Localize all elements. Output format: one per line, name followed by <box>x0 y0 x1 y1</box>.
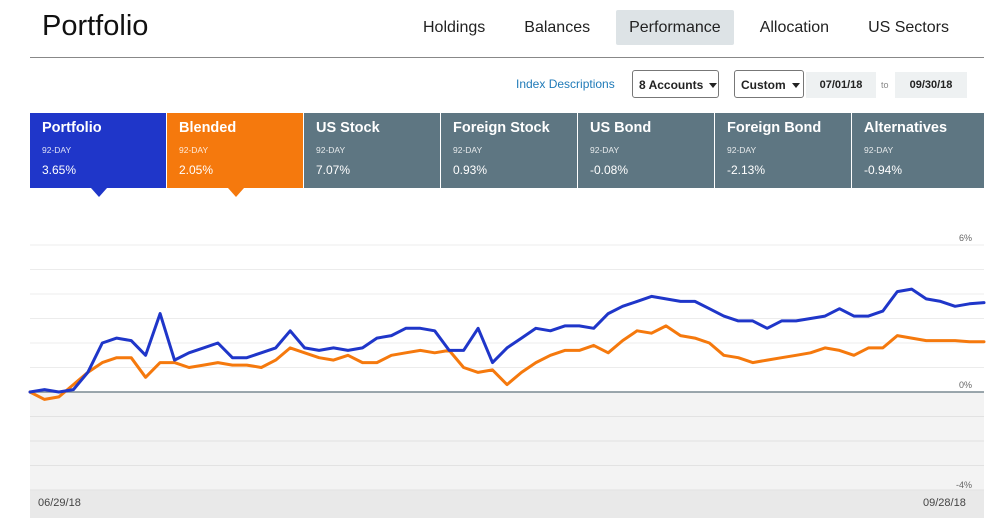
toolbar: Index Descriptions 8 Accounts Custom 07/… <box>0 70 1002 100</box>
negative-area <box>30 392 984 490</box>
card-value: 3.65% <box>42 163 77 177</box>
card-value: 7.07% <box>316 163 351 177</box>
tab-holdings[interactable]: Holdings <box>423 19 486 36</box>
card-name: Foreign Bond <box>727 120 822 136</box>
accounts-select[interactable]: 8 Accounts <box>632 70 719 98</box>
series-line-blended <box>28 324 986 401</box>
chevron-down-icon <box>709 83 718 89</box>
card-value: 0.93% <box>453 163 488 177</box>
card-name: US Stock <box>316 120 380 136</box>
index-descriptions-link[interactable]: Index Descriptions <box>516 77 615 91</box>
x-axis-strip <box>30 490 984 518</box>
card-foreign-stock[interactable]: Foreign Stock 92-DAY 0.93% <box>441 113 577 188</box>
card-name: Foreign Stock <box>453 120 550 136</box>
card-period: 92-DAY <box>316 145 346 155</box>
performance-cards: Portfolio 92-DAY 3.65% Blended 92-DAY 2.… <box>30 113 984 197</box>
card-foreign-bond[interactable]: Foreign Bond 92-DAY -2.13% <box>715 113 851 188</box>
card-period: 92-DAY <box>727 145 757 155</box>
card-period: 92-DAY <box>453 145 483 155</box>
tab-performance[interactable]: Performance <box>616 10 734 45</box>
x-end-label: 09/28/18 <box>923 497 966 509</box>
card-period: 92-DAY <box>590 145 620 155</box>
selected-pointer <box>228 188 244 197</box>
card-value: 2.05% <box>179 163 214 177</box>
tab-allocation[interactable]: Allocation <box>759 19 830 36</box>
card-blended[interactable]: Blended 92-DAY 2.05% <box>167 113 303 197</box>
card-us-bond[interactable]: US Bond 92-DAY -0.08% <box>578 113 714 188</box>
tab-balances[interactable]: Balances <box>524 19 591 36</box>
card-name: Blended <box>179 120 237 136</box>
page-title: Portfolio <box>42 10 149 42</box>
selected-pointer <box>91 188 107 197</box>
y-tick-label: -4% <box>956 480 972 490</box>
card-name: Alternatives <box>864 120 948 136</box>
card-us-stock[interactable]: US Stock 92-DAY 7.07% <box>304 113 440 188</box>
x-start-label: 06/29/18 <box>38 497 81 509</box>
start-date-field[interactable]: 07/01/18 <box>806 72 876 98</box>
card-name: Portfolio <box>42 120 102 136</box>
accounts-select-label: 8 Accounts <box>639 78 704 92</box>
card-value: -2.13% <box>727 163 766 177</box>
card-value: -0.94% <box>864 163 903 177</box>
y-tick-label: 6% <box>959 233 972 243</box>
header-divider <box>30 57 984 58</box>
range-select[interactable]: Custom <box>734 70 804 98</box>
y-tick-label: 0% <box>959 380 972 390</box>
card-name: US Bond <box>590 120 652 136</box>
card-value: -0.08% <box>590 163 629 177</box>
tab-us-sectors[interactable]: US Sectors <box>868 19 949 36</box>
end-date-field[interactable]: 09/30/18 <box>895 72 967 98</box>
range-select-label: Custom <box>741 78 786 92</box>
series-line-portfolio <box>28 287 986 394</box>
chevron-down-icon <box>791 83 800 89</box>
card-period: 92-DAY <box>42 145 72 155</box>
card-period: 92-DAY <box>179 145 209 155</box>
card-alternatives[interactable]: Alternatives 92-DAY -0.94% <box>852 113 984 188</box>
date-to-label: to <box>881 80 889 90</box>
card-period: 92-DAY <box>864 145 894 155</box>
card-portfolio[interactable]: Portfolio 92-DAY 3.65% <box>30 113 166 197</box>
top-nav: Holdings Balances Performance Allocation… <box>410 10 975 45</box>
